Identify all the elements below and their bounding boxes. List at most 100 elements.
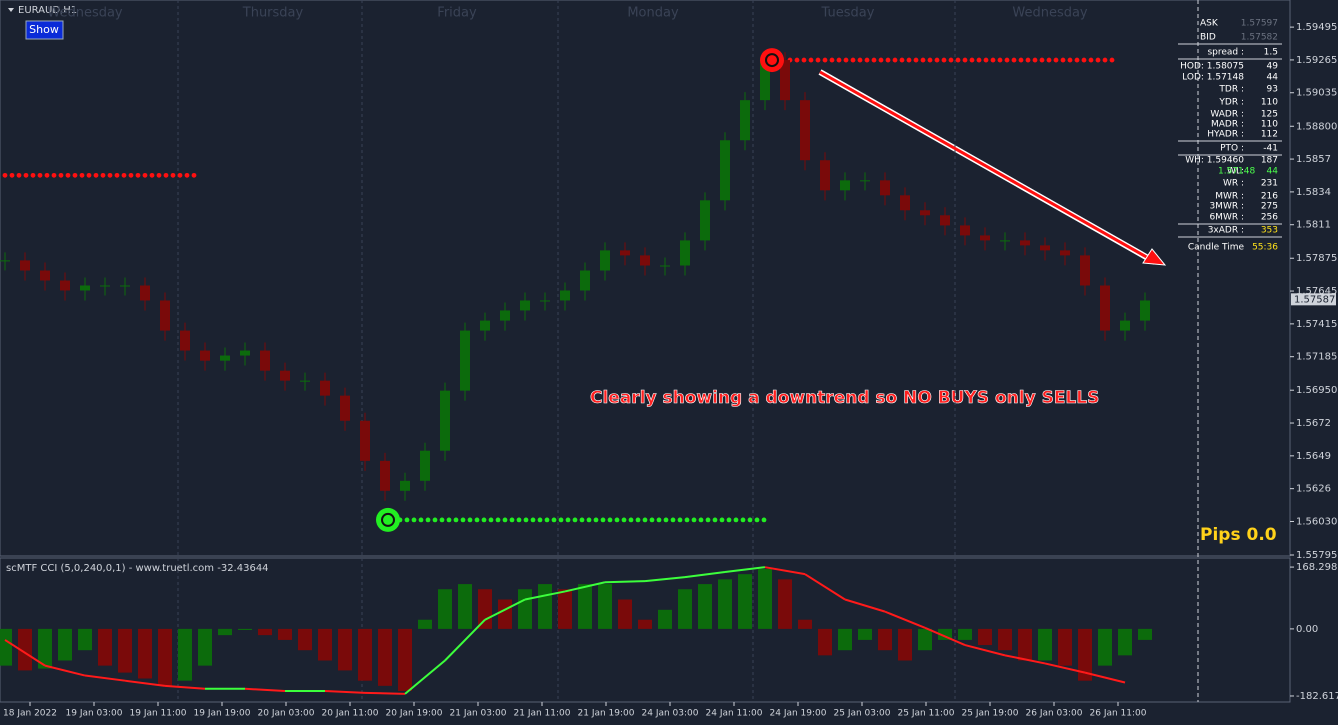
symbol: EURAUD,H1 (18, 5, 77, 16)
level-dot (530, 517, 536, 523)
level-dot (628, 517, 634, 523)
level-dot (983, 57, 989, 63)
cci-line (44, 664, 86, 677)
level-dot (705, 517, 711, 523)
level-dot (523, 517, 529, 523)
price-tick-label: 1.5857 (1296, 154, 1331, 165)
time-label: 26 Jan 03:00 (1026, 709, 1083, 719)
time-label: 19 Jan 03:00 (66, 709, 123, 719)
candle (780, 60, 790, 101)
candle (520, 300, 530, 311)
candle (420, 450, 430, 481)
level-dot (51, 172, 57, 178)
cci-bar (1138, 628, 1152, 640)
cci-bar (638, 619, 652, 629)
level-dot (177, 172, 183, 178)
show-button-label[interactable]: Show (29, 23, 59, 36)
level-dot (962, 57, 968, 63)
panel-value: 55:36 (1252, 243, 1278, 253)
level-dot (9, 172, 15, 178)
pips: Pips 0.0 (1200, 525, 1277, 545)
level-dot (677, 517, 683, 523)
cci-bar (958, 628, 972, 640)
show-button[interactable] (25, 20, 64, 40)
cci-bar (1098, 628, 1112, 666)
candle (200, 350, 210, 361)
arrow (819, 70, 1151, 261)
day-label: Friday (437, 6, 477, 21)
price-tick-label: 1.59035 (1296, 88, 1337, 99)
signal-ring (381, 512, 395, 527)
panel-label: TDR : (1218, 85, 1244, 95)
level-dot (121, 172, 127, 178)
cci-bar (338, 628, 352, 671)
candle (440, 390, 450, 451)
panel-label: MWR : (1215, 192, 1244, 202)
time-label: 21 Jan 11:00 (514, 709, 571, 719)
candle (960, 225, 970, 236)
level-dot (913, 57, 919, 63)
level-dot (941, 57, 947, 63)
level-dot (404, 517, 410, 523)
cci-bar (598, 584, 612, 629)
level-dot (850, 57, 856, 63)
candle (400, 480, 410, 491)
level-dot (1109, 57, 1115, 63)
candle (700, 200, 710, 241)
level-dot (163, 172, 169, 178)
level-dot (600, 517, 606, 523)
cci-bar (578, 584, 592, 629)
level-dot (558, 517, 564, 523)
candle (360, 420, 370, 461)
day-label: Tuesday (821, 6, 875, 21)
level-dot (920, 57, 926, 63)
level-dot (481, 517, 487, 523)
level-dot (579, 517, 585, 523)
price-tick-label: 1.5626 (1296, 484, 1331, 495)
time-label: 19 Jan 11:00 (130, 709, 187, 719)
cci-line (1004, 654, 1046, 665)
cci-line (404, 659, 446, 695)
cci-line (164, 684, 206, 690)
cci-bar (1118, 628, 1132, 656)
cci-bar (918, 628, 932, 651)
panel-value: 216 (1261, 192, 1278, 202)
candle (260, 350, 270, 371)
cci-bar (78, 628, 92, 651)
panel-value: 93 (1267, 85, 1278, 95)
cci-line (1084, 671, 1126, 684)
cci-bar (98, 628, 112, 666)
cci-bar (458, 584, 472, 629)
candle (540, 300, 550, 302)
candle (920, 210, 930, 216)
candle (300, 380, 310, 382)
panel-value: 1.57582 (1241, 33, 1278, 43)
level-dot (1060, 57, 1066, 63)
level-dot (1004, 57, 1010, 63)
panel-value: 187 (1261, 156, 1278, 166)
level-dot (72, 172, 78, 178)
level-dot (191, 172, 197, 178)
cci-line (684, 570, 726, 579)
level-dot (808, 57, 814, 63)
candle (20, 260, 30, 271)
candle (820, 160, 830, 191)
level-dot (537, 517, 543, 523)
cci-bar (58, 628, 72, 661)
level-dot (586, 517, 592, 523)
level-dot (815, 57, 821, 63)
cci-bar (778, 579, 792, 629)
level-dot (719, 517, 725, 523)
current-price: 1.57587 (1294, 294, 1335, 305)
cci-line (1044, 662, 1086, 674)
panel-label: 3MWR : (1209, 202, 1244, 212)
panel-value: 125 (1261, 110, 1278, 120)
candle (0, 260, 10, 262)
cci-bar (238, 628, 252, 630)
level-dot (1053, 57, 1059, 63)
level-dot (502, 517, 508, 523)
candle (1080, 255, 1090, 286)
candle (660, 265, 670, 267)
signal-circle (760, 48, 784, 73)
level-dot (1102, 57, 1108, 63)
